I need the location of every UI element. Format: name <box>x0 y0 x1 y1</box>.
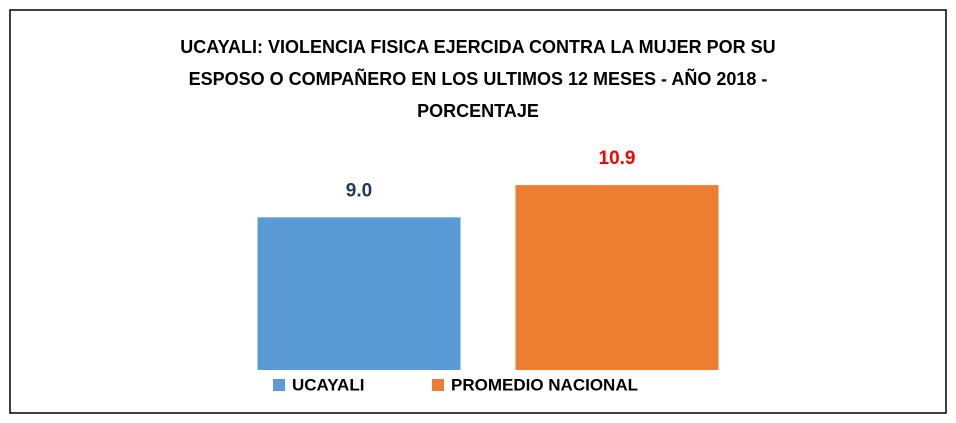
chart-title: UCAYALI: VIOLENCIA FISICA EJERCIDA CONTR… <box>180 37 775 57</box>
legend-label: UCAYALI <box>292 375 364 394</box>
value-label: 10.9 <box>599 148 636 169</box>
legend-swatch <box>273 379 285 391</box>
chart-title: ESPOSO O COMPAÑERO EN LOS ULTIMOS 12 MES… <box>189 68 768 89</box>
legend-label: PROMEDIO NACIONAL <box>451 375 638 394</box>
chart-frame <box>9 9 947 414</box>
bar <box>257 217 461 370</box>
legend-swatch <box>432 379 444 391</box>
chart-title: PORCENTAJE <box>417 101 539 121</box>
value-label: 9.0 <box>346 180 372 201</box>
bar <box>515 185 719 370</box>
